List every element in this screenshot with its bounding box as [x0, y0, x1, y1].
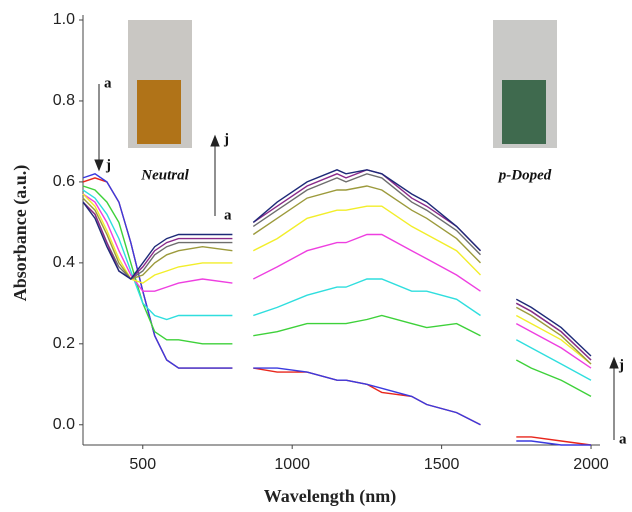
solution-doped: [502, 80, 546, 144]
x-tick-label: 1000: [274, 456, 310, 473]
annotation: a: [619, 431, 627, 447]
y-tick-label: 0.2: [53, 335, 75, 352]
x-tick-label: 2000: [573, 456, 609, 473]
y-tick-label: 0.6: [53, 173, 75, 190]
x-axis-title: Wavelength (nm): [264, 486, 397, 507]
arrow-head: [94, 159, 104, 172]
annotation: Neutral: [140, 167, 189, 183]
inset-photo: [128, 20, 557, 148]
series-line: [82, 189, 592, 381]
arrows: [94, 84, 619, 440]
series-line: [82, 177, 592, 446]
annotation: j: [618, 357, 624, 373]
series-line: [82, 185, 592, 398]
series-line: [82, 169, 592, 357]
annotation: j: [105, 157, 111, 173]
series-line: [82, 193, 592, 369]
series-line: [82, 169, 592, 361]
x-tick-label: 500: [129, 456, 156, 473]
arrow-head: [210, 134, 220, 147]
annotation: a: [104, 75, 112, 91]
x-tick-label: 1500: [424, 456, 460, 473]
annotation: p-Doped: [497, 167, 552, 183]
series-line: [82, 173, 592, 361]
y-tick-label: 0.8: [53, 92, 75, 109]
series-line: [82, 173, 591, 446]
annotation: j: [223, 131, 229, 147]
y-tick-label: 0.0: [53, 416, 75, 433]
y-tick-label: 1.0: [53, 11, 75, 28]
y-axis-title: Absorbance (a.u.): [10, 165, 31, 302]
y-tick-label: 0.4: [53, 254, 75, 271]
annotation: a: [224, 207, 232, 223]
series-line: [82, 185, 592, 365]
solution-neutral: [137, 80, 181, 144]
arrow-head: [609, 356, 619, 369]
series-line: [82, 193, 592, 365]
